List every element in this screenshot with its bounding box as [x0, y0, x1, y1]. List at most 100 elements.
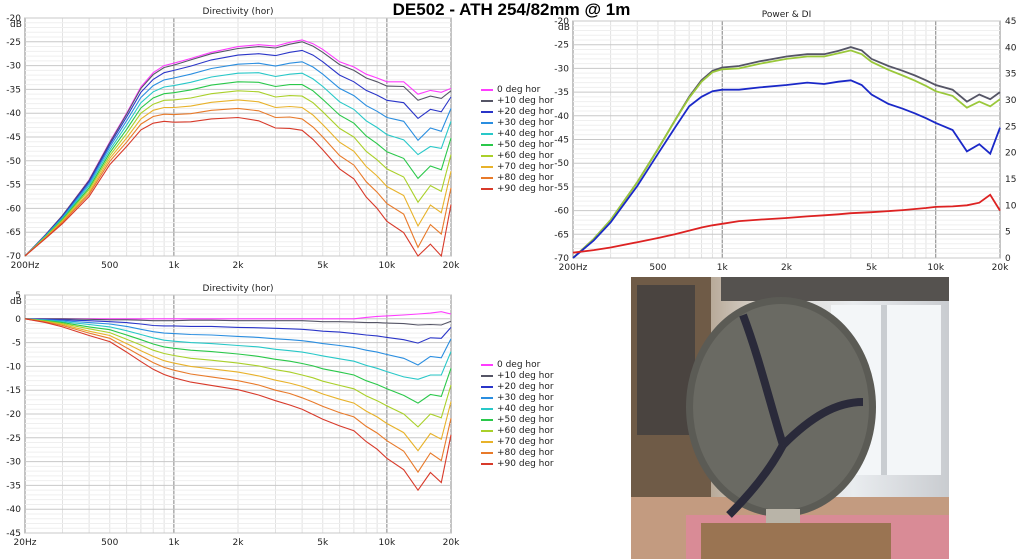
y-tick-label: -20 [6, 410, 21, 420]
x-tick-label: 20Hz [14, 538, 37, 548]
x-tick-label: 2k [233, 261, 245, 271]
series-line-1 [24, 41, 452, 257]
y-tick-label: -65 [554, 230, 569, 240]
legend-label: +70 deg hor [497, 437, 554, 447]
y-tick-label: -30 [6, 62, 21, 72]
x-tick-label: 5k [317, 538, 329, 548]
y-tick-label: -45 [6, 529, 21, 539]
x-tick-label: 2k [781, 263, 793, 273]
legend-swatch [481, 88, 493, 91]
legend-label: +10 deg hor [497, 96, 554, 106]
legend-label: +30 deg hor [497, 393, 554, 403]
legend-swatch [481, 110, 493, 113]
legend-directivity-normalized: 0 deg hor +10 deg hor +20 deg hor +30 deg h… [481, 360, 554, 470]
power-di-chart: Power & DI -20 -25 -30 -35 -40 -45 -50 -55 -60 -65… [554, 10, 1017, 273]
y-tick-label: -5 [12, 339, 21, 349]
legend-item: +40 deg hor [481, 129, 554, 140]
x-tick-label: 20k [443, 538, 460, 548]
y2-tick-label: 10 [1005, 201, 1017, 211]
x-tick-label: 500 [649, 263, 666, 273]
x-tick-label: 1k [717, 263, 729, 273]
y-tick-label: -25 [554, 41, 569, 51]
legend-item: +40 deg hor [481, 404, 554, 415]
legend-swatch [481, 176, 493, 179]
legend-label: +20 deg hor [497, 107, 554, 117]
legend-swatch [481, 418, 493, 421]
y-tick-label: -55 [554, 183, 569, 193]
legend-item: +70 deg hor [481, 437, 554, 448]
horn-waveguide-photo [631, 277, 949, 559]
legend-swatch [481, 187, 493, 190]
legend-swatch [481, 374, 493, 377]
y2-tick-label: 40 [1005, 43, 1017, 53]
legend-item: 0 deg hor [481, 360, 554, 371]
x-tick-label: 10k [379, 261, 396, 271]
x-tick-label: 5k [317, 261, 329, 271]
x-tick-label: 20k [443, 261, 460, 271]
legend-swatch [481, 154, 493, 157]
legend-item: +10 deg hor [481, 96, 554, 107]
legend-swatch [481, 429, 493, 432]
y-tick-label: -35 [6, 85, 21, 95]
series-line-5 [24, 81, 452, 257]
y-tick-label: -20 [6, 14, 21, 24]
y2-tick-label: 35 [1005, 70, 1016, 80]
legend-swatch [481, 143, 493, 146]
series-line-7 [24, 99, 452, 257]
y2-tick-label: 0 [1005, 254, 1011, 264]
legend-item: +90 deg hor [481, 459, 554, 470]
series-line-8 [24, 107, 452, 257]
series-line-5 [24, 318, 452, 404]
legend-item: +30 deg hor [481, 118, 554, 129]
legend-label: 0 deg hor [497, 85, 541, 95]
legend-label: +40 deg hor [497, 129, 554, 139]
legend-swatch [481, 385, 493, 388]
legend-item: +20 deg hor [481, 107, 554, 118]
y-tick-label: -55 [6, 181, 21, 191]
x-tick-label: 10k [379, 538, 396, 548]
y-tick-label: -10 [6, 362, 21, 372]
series-line-6 [24, 318, 452, 428]
y-tick-label: -20 [554, 17, 569, 27]
legend-label: +30 deg hor [497, 118, 554, 128]
y-axis-label: dB [10, 297, 22, 307]
series-line-2 [24, 49, 452, 257]
legend-label: +80 deg hor [497, 448, 554, 458]
x-tick-label: 5k [866, 263, 878, 273]
x-tick-label: 1k [168, 538, 180, 548]
y2-tick-label: 45 [1005, 17, 1016, 27]
legend-swatch [481, 99, 493, 102]
legend-label: +10 deg hor [497, 371, 554, 381]
legend-label: +60 deg hor [497, 426, 554, 436]
directivity-chart-normalized: Directivity (hor) 5 0 -5 -10 -15 -20 -25 -30 -35 -… [6, 284, 460, 548]
legend-label: +50 deg hor [497, 140, 554, 150]
series-line-9 [24, 318, 452, 492]
legend-swatch [481, 363, 493, 366]
y-tick-label: -70 [6, 252, 21, 262]
y-tick-label: -65 [6, 228, 21, 238]
series-line-3 [572, 193, 1001, 254]
directivity-chart-top: Directivity (hor) -20 -25 -30 -35 -40 -45 -50 -5… [6, 7, 460, 271]
legend-item: 0 deg hor [481, 85, 554, 96]
x-tick-label: 200Hz [11, 261, 40, 271]
series-line-4 [24, 318, 452, 380]
series-line-8 [24, 318, 452, 474]
x-tick-label: 10k [927, 263, 944, 273]
series-line-2 [572, 79, 1001, 259]
legend-item: +60 deg hor [481, 426, 554, 437]
series-line-1 [572, 49, 1001, 259]
legend-swatch [481, 121, 493, 124]
y2-tick-label: 15 [1005, 175, 1016, 185]
y-tick-label: 0 [15, 315, 21, 325]
series-line-1 [25, 318, 452, 326]
y-tick-label: 5 [15, 291, 21, 301]
legend-swatch [481, 451, 493, 454]
legend-item: +30 deg hor [481, 393, 554, 404]
y-tick-label: -60 [6, 204, 21, 214]
legend-swatch [481, 407, 493, 410]
y2-tick-label: 5 [1005, 228, 1011, 238]
legend-item: +10 deg hor [481, 371, 554, 382]
y-tick-label: -30 [554, 64, 569, 74]
legend-label: +60 deg hor [497, 151, 554, 161]
y2-tick-label: 30 [1005, 96, 1017, 106]
